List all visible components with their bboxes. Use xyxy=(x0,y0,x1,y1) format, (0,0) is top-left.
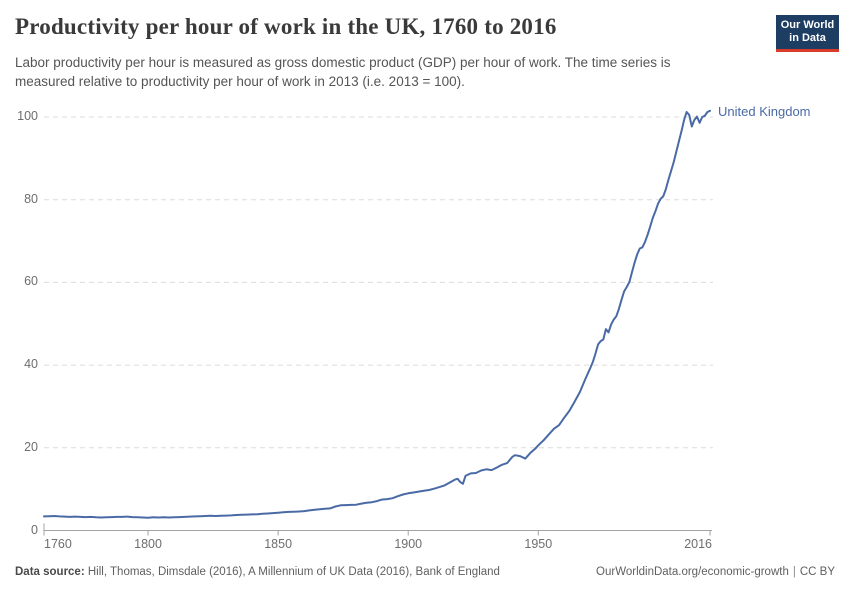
x-tick-label-1760: 1760 xyxy=(44,537,72,551)
x-tick-label-1850: 1850 xyxy=(264,537,293,551)
y-tick-label-0: 0 xyxy=(31,522,38,537)
subtitle-line-2: measured relative to productivity per ho… xyxy=(15,74,465,89)
subtitle-line-1: Labor productivity per hour is measured … xyxy=(15,55,671,70)
data-source-text: Hill, Thomas, Dimsdale (2016), A Millenn… xyxy=(84,566,500,578)
y-tick-label-40: 40 xyxy=(24,357,38,372)
y-tick-label-100: 100 xyxy=(17,109,38,123)
x-tick-label-1800: 1800 xyxy=(134,537,162,551)
x-tick-label-2016: 2016 xyxy=(684,537,712,551)
footer-link[interactable]: OurWorldinData.org/economic-growth xyxy=(596,566,789,578)
y-tick-label-80: 80 xyxy=(24,191,38,206)
series-label-united-kingdom[interactable]: United Kingdom xyxy=(716,104,811,119)
x-tick-label-1900: 1900 xyxy=(394,537,423,551)
footer-separator: | xyxy=(792,566,796,578)
y-tick-label-20: 20 xyxy=(24,439,38,454)
footer: OurWorldinData.org/economic-growth | CC BY… xyxy=(15,566,835,578)
chart-subtitle: Labor productivity per hour is measured … xyxy=(15,53,775,91)
data-source-label: Data source: xyxy=(15,566,85,578)
chart-title: Productivity per hour of work in the UK,… xyxy=(15,14,557,39)
y-tick-label-60: 60 xyxy=(24,274,38,289)
owid-logo[interactable]: Our World in Data xyxy=(776,15,839,52)
logo-line-2: in Data xyxy=(789,32,826,44)
x-tick-label-1950: 1950 xyxy=(524,537,553,551)
logo-line-1: Our World xyxy=(780,19,835,31)
uk-productivity-line[interactable] xyxy=(43,109,711,519)
footer-right: OurWorldinData.org/economic-growth | CC BY xyxy=(596,566,835,578)
footer-license[interactable]: CC BY xyxy=(799,566,835,578)
